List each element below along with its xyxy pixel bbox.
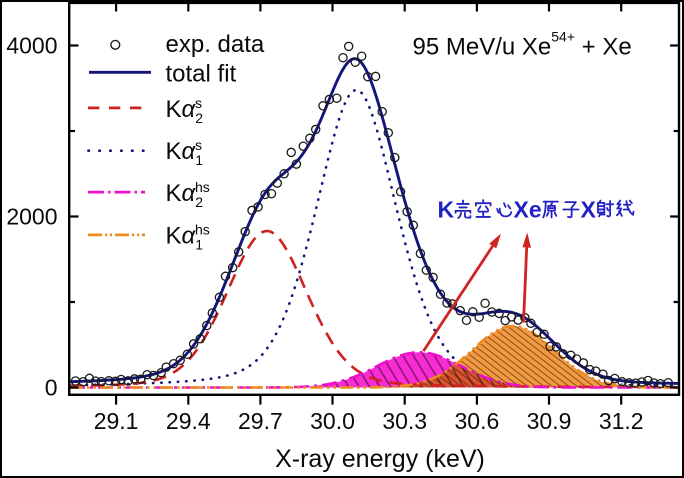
svg-text:total fit: total fit [166, 60, 237, 87]
svg-text:X: X [581, 197, 597, 223]
svg-text:2000: 2000 [6, 204, 57, 230]
svg-text:30.0: 30.0 [310, 408, 355, 434]
svg-text:95 MeV/u Xe54+ + Xe: 95 MeV/u Xe54+ + Xe [413, 29, 632, 61]
svg-text:Kα2s: Kα2s [166, 95, 204, 126]
svg-text:Kα1hs: Kα1hs [166, 222, 210, 253]
svg-text:0: 0 [45, 375, 58, 401]
svg-text:30.3: 30.3 [382, 408, 427, 434]
svg-text:Xe: Xe [514, 197, 542, 223]
svg-text:4000: 4000 [6, 33, 57, 59]
svg-text:29.1: 29.1 [94, 408, 139, 434]
svg-text:Kα1s: Kα1s [166, 137, 204, 168]
svg-text:exp. data: exp. data [166, 31, 265, 58]
svg-text:K: K [438, 197, 455, 223]
svg-text:30.6: 30.6 [455, 408, 500, 434]
svg-text:Kα2hs: Kα2hs [166, 179, 210, 210]
svg-text:30.9: 30.9 [527, 408, 572, 434]
svg-text:31.2: 31.2 [599, 408, 644, 434]
svg-text:29.7: 29.7 [238, 408, 283, 434]
svg-text:X-ray energy (keV): X-ray energy (keV) [275, 445, 485, 473]
svg-text:29.4: 29.4 [166, 408, 211, 434]
